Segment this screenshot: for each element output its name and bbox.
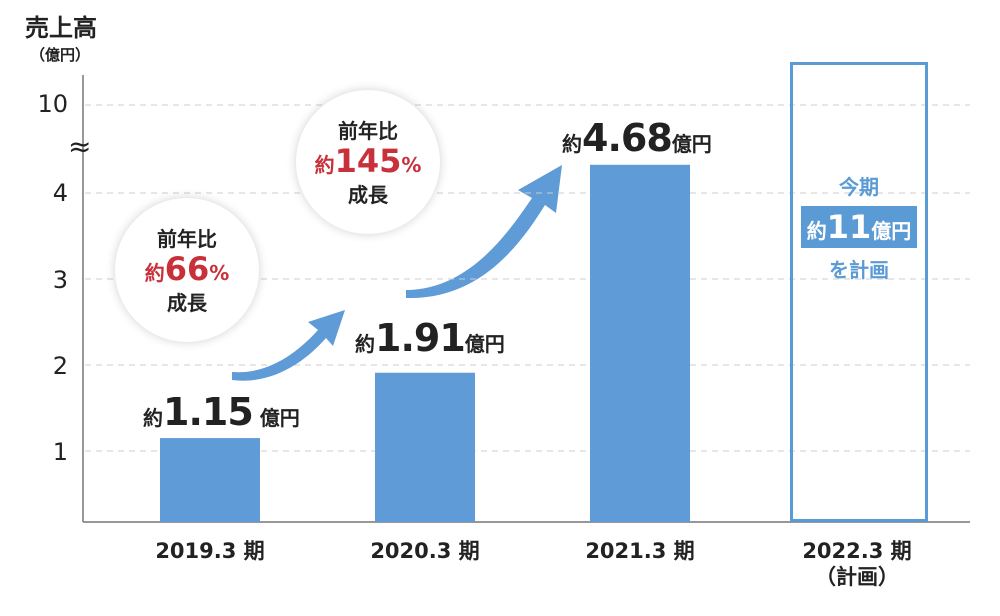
- data-label: 約1.15 億円: [143, 390, 300, 434]
- y-axis-unit: （億円）: [30, 46, 91, 64]
- y-tick-label: 3: [52, 266, 68, 294]
- x-tick-label: 2022.3 期: [802, 539, 912, 563]
- y-tick-label: 1: [52, 438, 68, 466]
- y-tick-label: 4: [52, 179, 68, 207]
- y-tick-label: 2: [52, 352, 68, 380]
- data-label: 約4.68億円: [562, 116, 712, 160]
- growth-bubble: 前年比 約145% 成長: [296, 90, 440, 234]
- growth-bubble: 前年比 約66% 成長: [115, 198, 259, 342]
- data-label: 約1.91億円: [355, 316, 505, 360]
- x-tick-label: 2019.3 期: [155, 539, 265, 563]
- x-tick-label: 2021.3 期: [585, 539, 695, 563]
- y-axis-title: 売上高: [25, 14, 97, 42]
- growth-arrow: [406, 165, 562, 299]
- axis-break-symbol: ≈: [68, 130, 92, 163]
- plan-value-box: 約11億円: [800, 206, 918, 248]
- bar: [375, 372, 475, 522]
- planned-bar: 今期 約11億円 を計画: [790, 62, 928, 522]
- x-tick-label: 2020.3 期: [370, 539, 480, 563]
- y-tick-label: 10: [37, 90, 68, 118]
- bubble-tail: [405, 198, 435, 236]
- bar: [590, 164, 690, 522]
- x-tick-note: （計画）: [815, 565, 899, 589]
- bubble-tail: [225, 300, 258, 338]
- growth-arrow: [232, 310, 345, 381]
- bar: [160, 438, 260, 522]
